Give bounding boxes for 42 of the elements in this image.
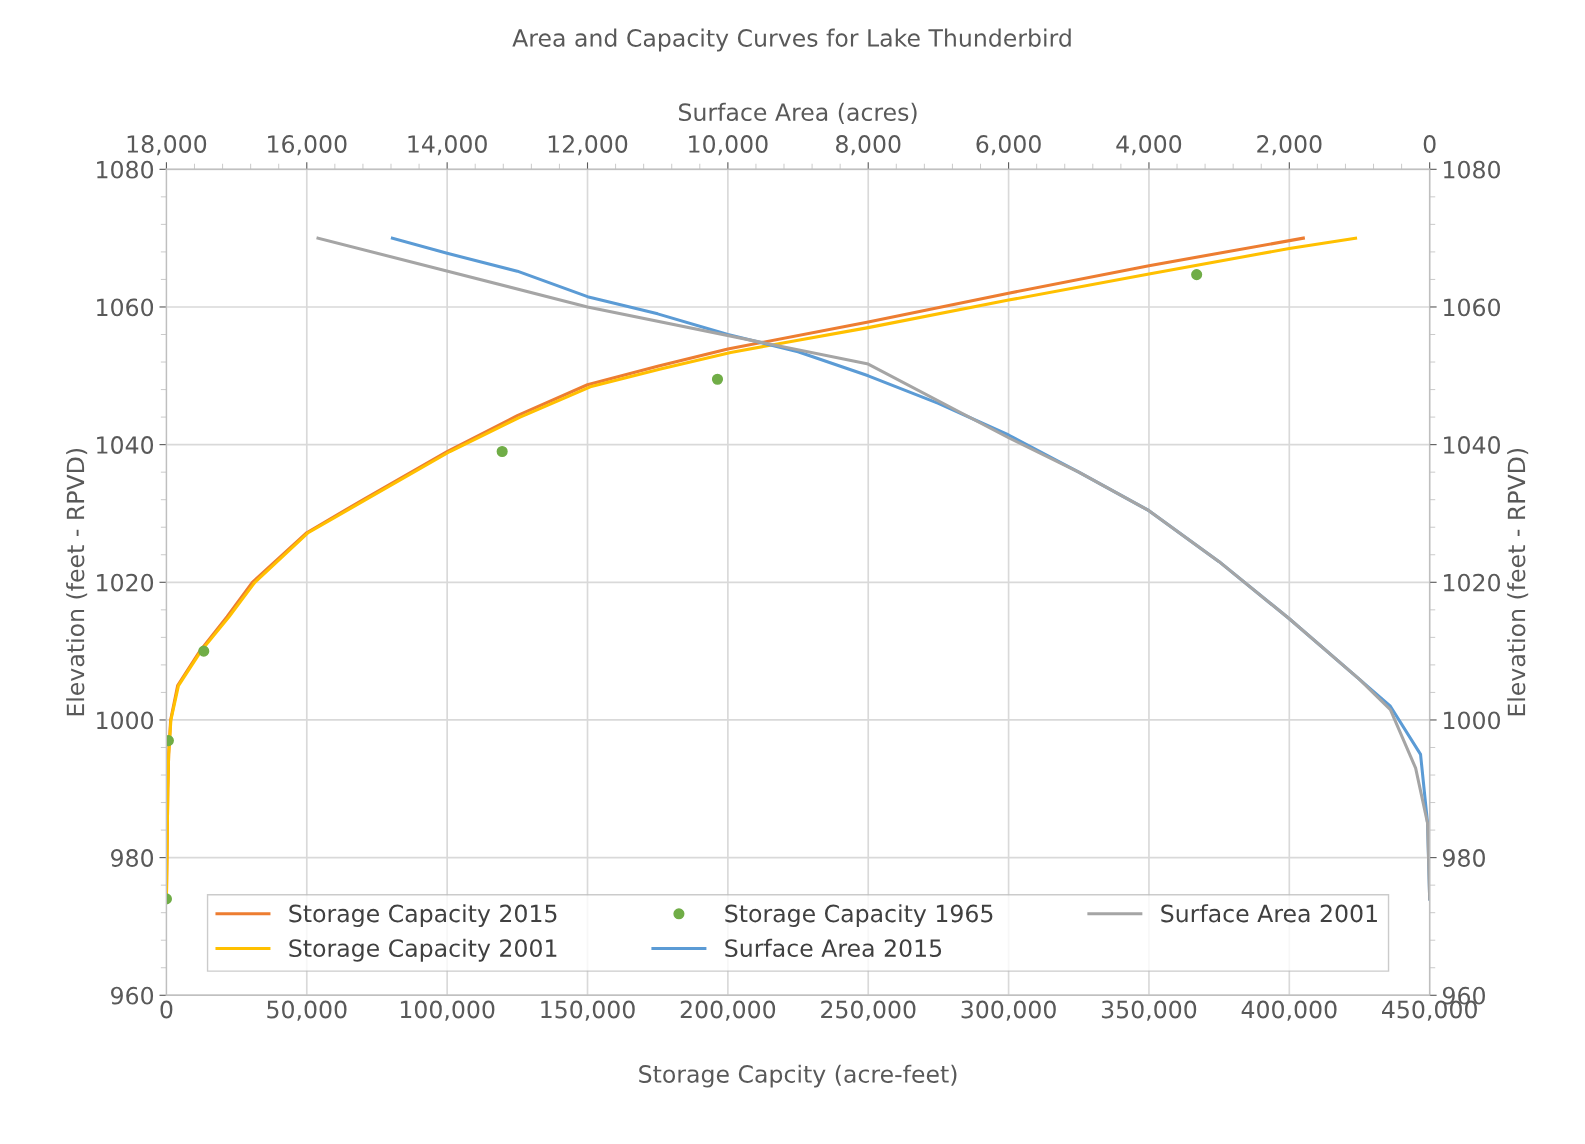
x2-tick-label: 16,000 <box>268 135 347 156</box>
x2-tick-label: 6,000 <box>976 135 1041 156</box>
x-tick-label: 300,000 <box>961 1000 1056 1021</box>
y2-tick-label: 1060 <box>1444 298 1500 317</box>
y-tick-label: 1060 <box>97 298 154 317</box>
y2-tick-label: 1000 <box>1444 711 1500 730</box>
x-tick-label: 50,000 <box>267 1000 347 1021</box>
x2-tick-label: 8,000 <box>836 135 901 156</box>
y-tick-label: 1020 <box>97 573 154 592</box>
y-tick-label: 960 <box>111 986 154 1005</box>
y2-axis-title: Elevation (feet - RPVD) <box>1507 448 1529 716</box>
y2-tick-label: 980 <box>1442 849 1485 867</box>
legend-label: Storage Capacity 1965 <box>725 904 993 927</box>
legend-label: Surface Area 2001 <box>1161 904 1377 923</box>
legend-label: Surface Area 2015 <box>725 938 942 958</box>
y-tick-label: 1040 <box>97 436 154 454</box>
y-tick-label: 1080 <box>97 160 154 179</box>
chart-title: Area and Capacity Curves for Lake Thunderbird <box>512 28 1071 52</box>
y-axis-title: Elevation (feet - RPVD) <box>66 448 88 716</box>
y2-tick-label: 1080 <box>1444 160 1500 179</box>
x2-tick-label: 2,000 <box>1257 135 1322 156</box>
x2-tick-label: 10,000 <box>689 135 768 156</box>
x2-tick-label: 4,000 <box>1116 135 1182 156</box>
y2-tick-label: 1020 <box>1444 573 1500 592</box>
x2-tick-label: 18,000 <box>127 135 207 156</box>
x2-tick-label: 12,000 <box>548 135 628 156</box>
x-tick-label: 200,000 <box>680 1000 776 1021</box>
y-tick-label: 980 <box>111 849 154 867</box>
x-axis-title: Storage Capcity (acre-feet) <box>639 1064 957 1088</box>
x-tick-label: 100,000 <box>400 1000 495 1021</box>
x-tick-label: 150,000 <box>541 1000 635 1021</box>
x2-tick-label: 0 <box>1423 135 1436 153</box>
x-tick-label: 400,000 <box>1241 1000 1337 1021</box>
x-tick-label: 250,000 <box>821 1000 916 1021</box>
x-tick-label: 0 <box>160 1000 173 1019</box>
legend-label: Storage Capacity 2015 <box>289 904 557 927</box>
x-tick-label: 350,000 <box>1101 1000 1197 1021</box>
y2-tick-label: 1040 <box>1444 436 1500 454</box>
legend-label: Storage Capacity 2001 <box>289 938 557 962</box>
x2-axis-title: Surface Area (acres) <box>679 102 917 124</box>
y-tick-label: 1000 <box>97 711 154 730</box>
x2-tick-label: 14,000 <box>408 135 487 156</box>
